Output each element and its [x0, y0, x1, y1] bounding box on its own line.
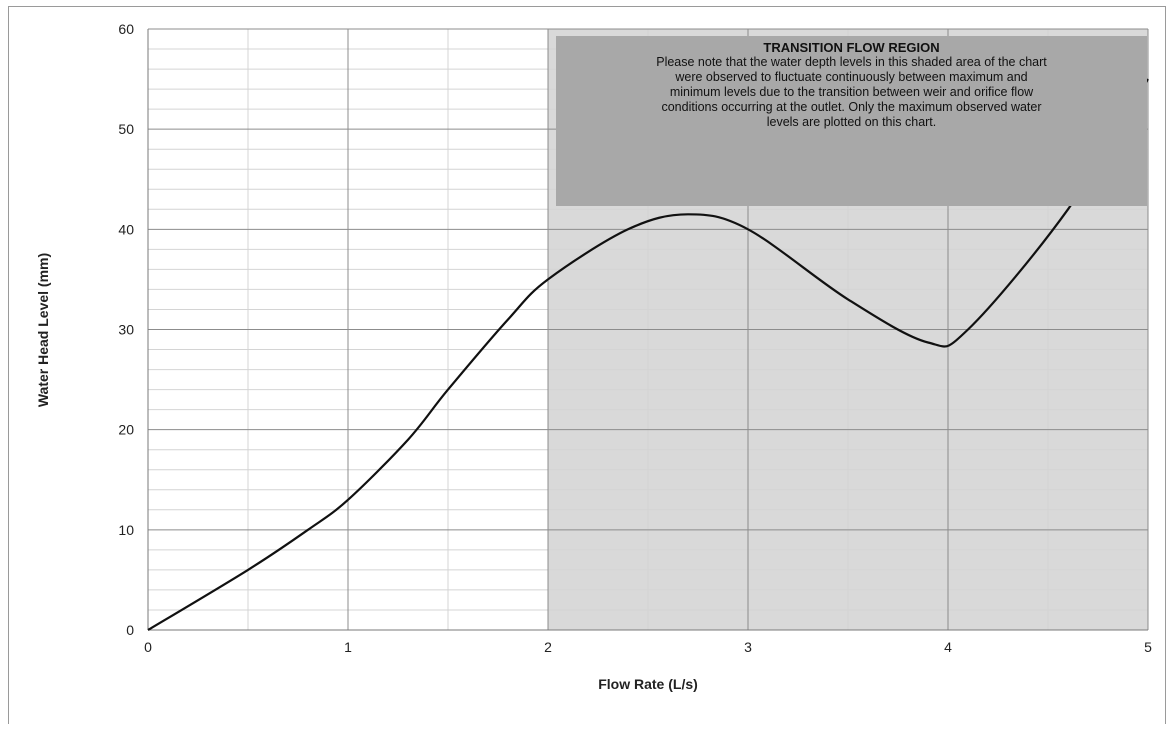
- annotation-line: conditions occurring at the outlet. Only…: [661, 100, 1042, 114]
- annotation-line: Please note that the water depth levels …: [656, 55, 1047, 69]
- y-tick-label: 30: [118, 322, 134, 338]
- y-axis-title: Water Head Level (mm): [35, 253, 51, 407]
- axis-layer: [147, 29, 1148, 631]
- x-axis-title: Flow Rate (L/s): [598, 676, 698, 692]
- x-tick-label: 5: [1144, 639, 1152, 655]
- y-tick-label: 60: [118, 21, 134, 37]
- x-tick-label: 4: [944, 639, 952, 655]
- x-tick-label: 1: [344, 639, 352, 655]
- x-tick-label: 0: [144, 639, 152, 655]
- annotation-title: TRANSITION FLOW REGION: [763, 40, 940, 55]
- x-tick-label: 2: [544, 639, 552, 655]
- annotation-line: minimum levels due to the transition bet…: [669, 85, 1034, 99]
- x-tick-label: 3: [744, 639, 752, 655]
- y-tick-label: 20: [118, 422, 134, 438]
- annotation-line: were observed to fluctuate continuously …: [675, 70, 1028, 84]
- series-layer: [147, 78, 1149, 631]
- label-layer: 0 10 20 30 40 50 60 0 1 2 3 4 5: [118, 21, 1152, 655]
- series-line: [147, 78, 1149, 631]
- y-tick-label: 50: [118, 121, 134, 137]
- y-tick-label: 40: [118, 221, 134, 237]
- y-tick-label: 10: [118, 522, 134, 538]
- transition-annotation-box: TRANSITION FLOW REGION Please note that …: [556, 36, 1147, 206]
- y-tick-label: 0: [126, 622, 134, 638]
- annotation-line: levels are plotted on this chart.: [766, 115, 937, 129]
- chart-frame: [8, 6, 1166, 724]
